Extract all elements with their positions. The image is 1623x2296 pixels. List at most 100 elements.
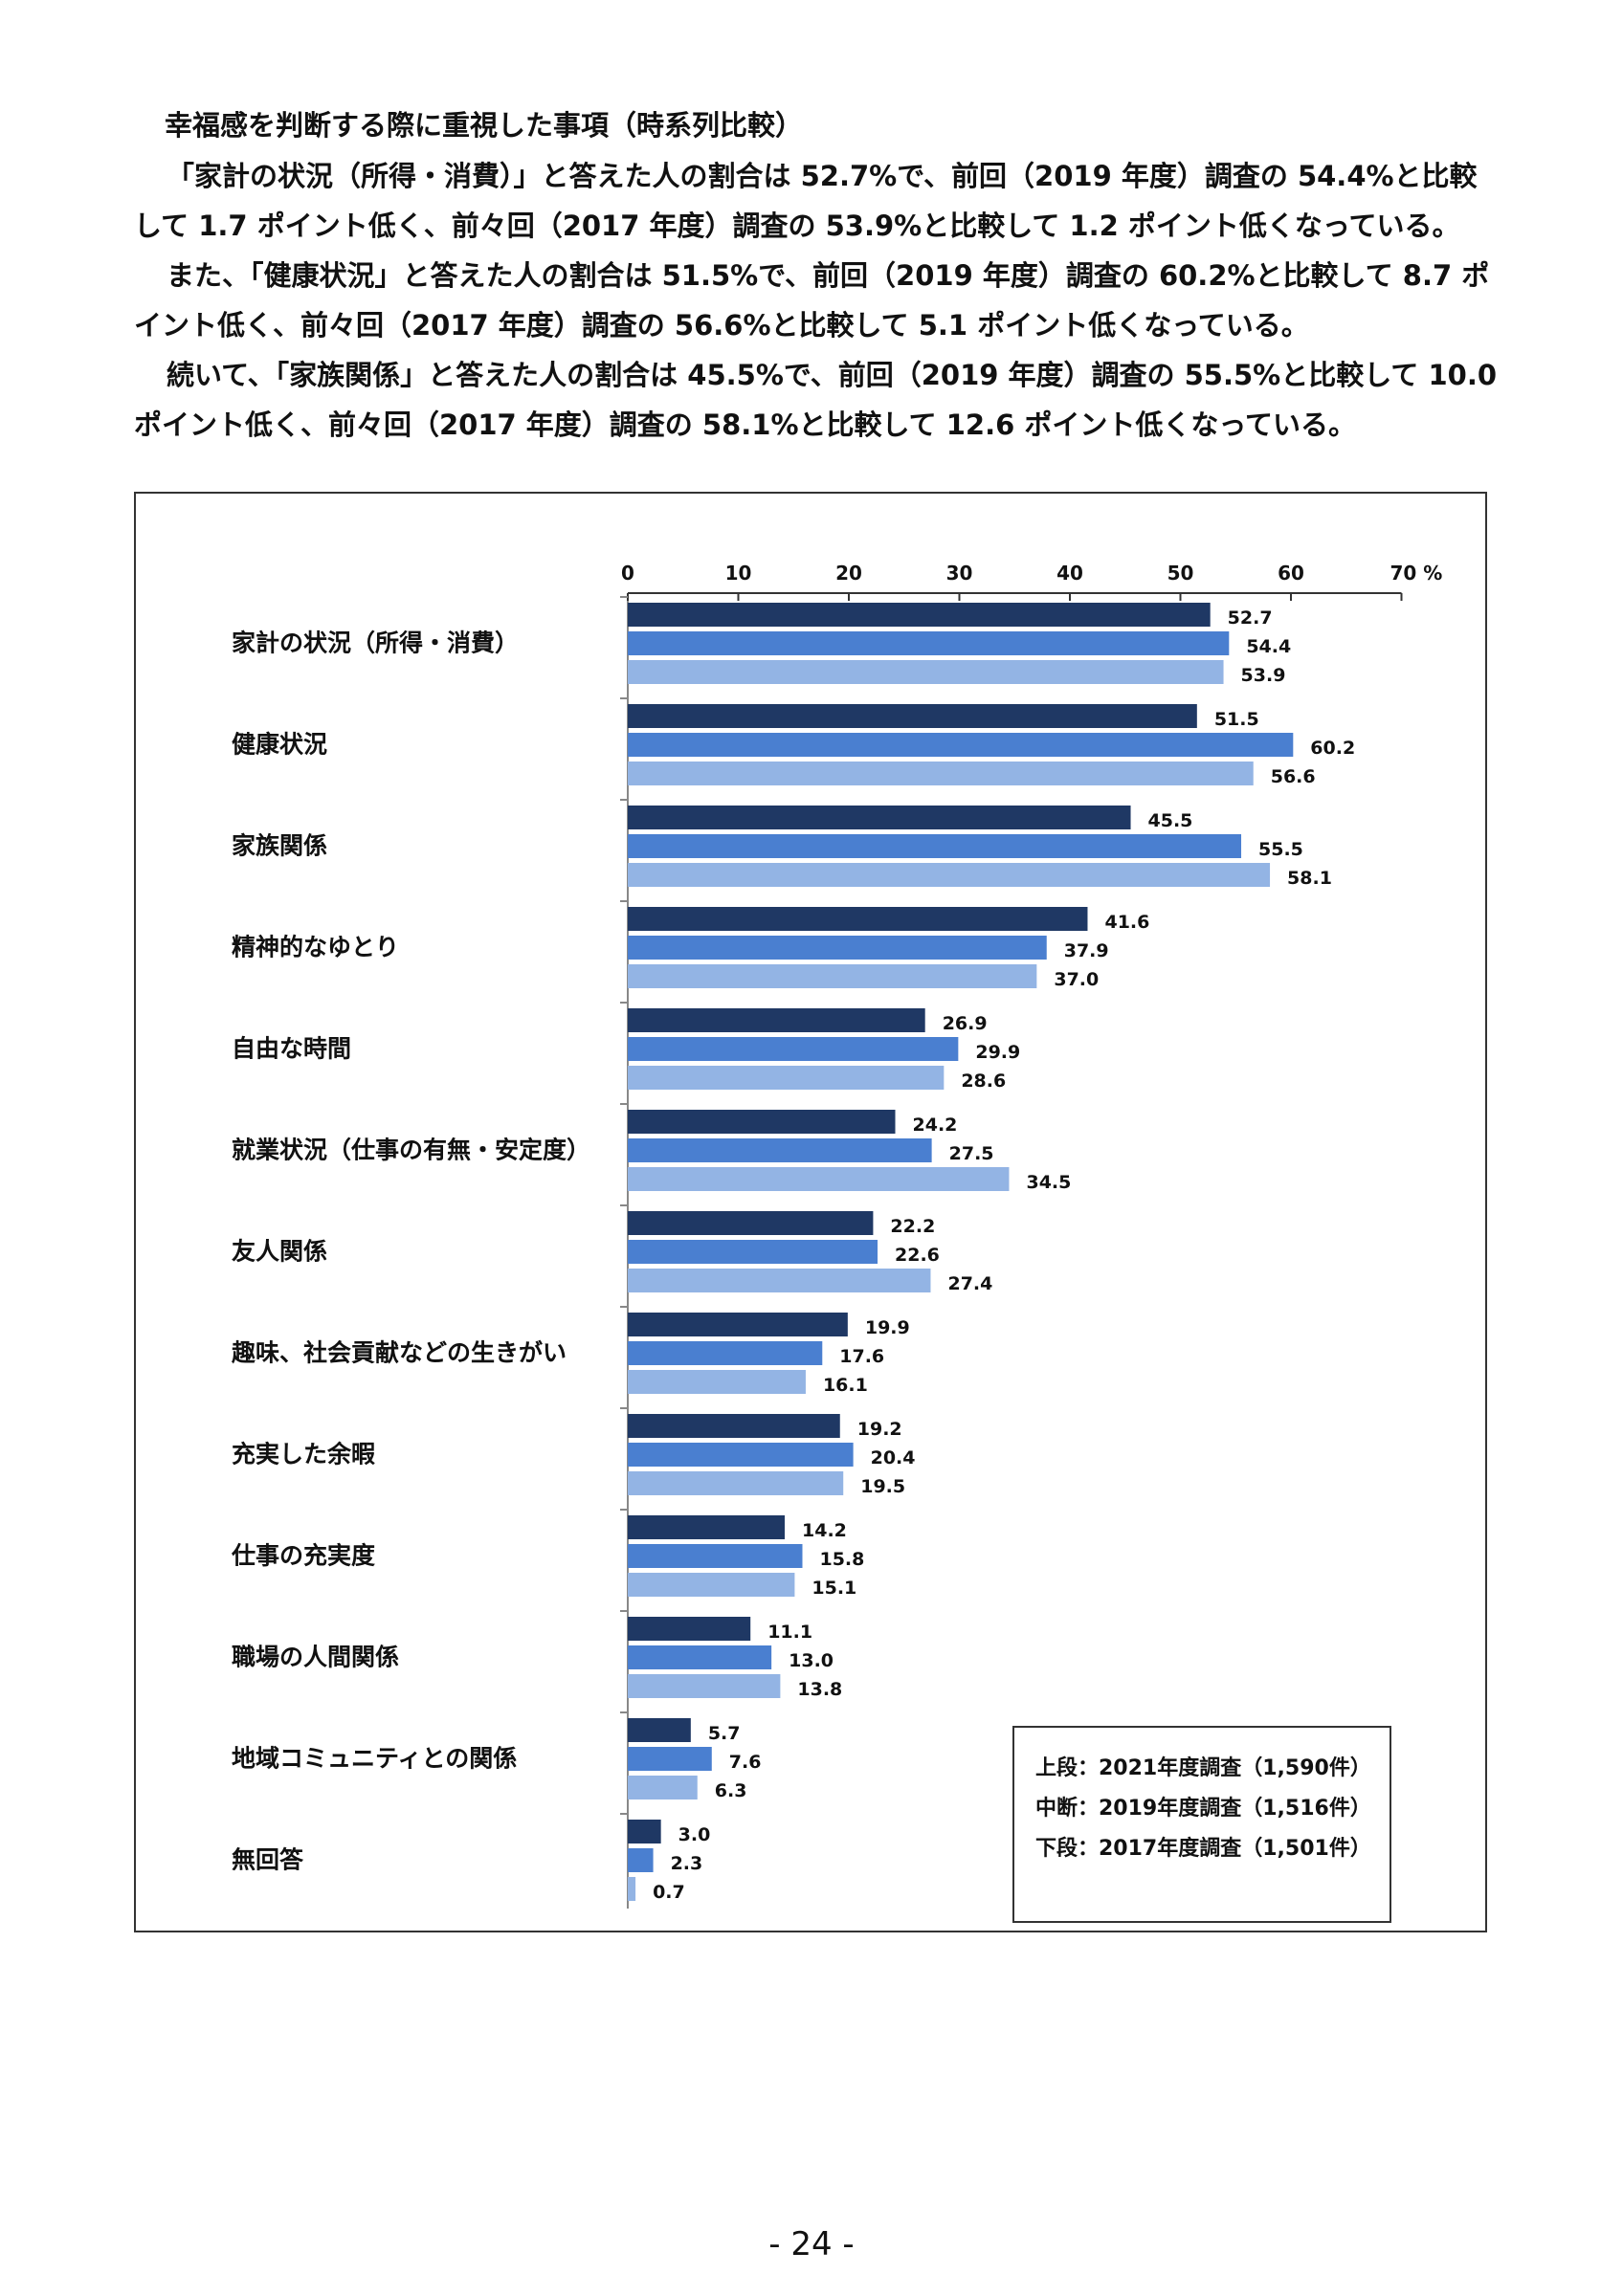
data-label: 27.4 [947,1273,992,1294]
bar [628,1370,806,1394]
category-label: 自由な時間 [232,1035,351,1063]
category-label: 充実した余暇 [232,1441,375,1468]
data-label: 58.1 [1287,868,1332,889]
bar [628,1211,874,1235]
data-label: 55.5 [1258,839,1303,860]
bar [628,806,1131,829]
data-label: 24.2 [913,1115,958,1136]
bar [628,1820,661,1843]
data-label: 0.7 [653,1882,685,1903]
bar [628,1471,844,1495]
x-tick-label: 60 [1278,562,1304,585]
page-number: - 24 - [768,2225,855,2263]
legend: 上段：2021年度調査（1,590件） 中断：2019年度調査（1,516件） … [1012,1726,1391,1923]
bar [628,1515,786,1539]
bar [628,1617,751,1641]
data-label: 13.0 [789,1650,834,1671]
legend-entry-2019: 中断：2019年度調査（1,516件） [1035,1797,1371,1821]
bar [628,1414,840,1438]
data-label: 56.6 [1271,766,1316,787]
data-label: 19.9 [865,1317,910,1338]
data-label: 16.1 [823,1375,868,1396]
data-label: 27.5 [949,1143,994,1164]
category-label: 趣味、社会貢献などの生きがい [231,1339,567,1367]
bar [628,1747,712,1771]
data-label: 20.4 [871,1447,916,1468]
bar [628,1544,803,1568]
bar [628,1674,781,1698]
bar [628,1313,848,1336]
data-label: 37.0 [1054,969,1099,990]
data-label: 45.5 [1148,810,1193,831]
data-label: 41.6 [1104,912,1149,933]
data-label: 34.5 [1026,1172,1071,1193]
category-label: 健康状況 [232,731,327,759]
paragraph-health: また、「健康状況」と答えた人の割合は 51.5%で、前回（2019 年度）調査の… [134,259,1490,342]
data-label: 14.2 [802,1520,847,1541]
bar [628,1776,698,1799]
bar [628,762,1254,785]
category-label: 仕事の充実度 [231,1542,375,1570]
data-label: 54.4 [1246,636,1291,657]
data-label: 52.7 [1228,607,1273,629]
category-label: 地域コミュニティとの関係 [232,1745,517,1773]
category-label: 職場の人間関係 [232,1644,399,1671]
category-label: 友人関係 [232,1238,327,1266]
data-label: 7.6 [729,1752,762,1773]
bar [628,1848,654,1872]
bar [628,1341,823,1365]
bar [628,834,1242,858]
paragraph-family: 続いて、「家族関係」と答えた人の割合は 45.5%で、前回（2019 年度）調査… [134,359,1498,441]
x-tick-label: 50 [1167,562,1194,585]
chart-frame: 0 10 20 30 40 50 60 70 % 家計の状況（所得・消費） 52.7 54.4 53.… [134,492,1487,1932]
x-tick-label: 40 [1056,562,1083,585]
bar [628,1573,795,1597]
category-label: 家計の状況（所得・消費） [232,629,519,657]
bar [628,863,1271,887]
bar [628,1645,772,1669]
data-label: 26.9 [943,1013,988,1034]
bar [628,1110,896,1134]
data-label: 11.1 [767,1622,812,1643]
data-label: 51.5 [1214,709,1259,730]
bar [628,964,1037,988]
bar [628,1718,691,1742]
data-label: 15.1 [812,1578,856,1599]
bar [628,631,1230,655]
category-label: 家族関係 [232,832,327,860]
data-label: 60.2 [1310,738,1355,759]
data-label: 3.0 [678,1824,711,1845]
category-label: 就業状況（仕事の有無・安定度） [232,1137,590,1164]
data-label: 5.7 [708,1723,741,1744]
bar-chart: 0 10 20 30 40 50 60 70 % 家計の状況（所得・消費） 52.7 54.4 53.… [231,562,1443,1909]
x-tick-label: 20 [835,562,862,585]
bar [628,733,1294,757]
category-label: 無回答 [232,1846,304,1874]
bar [628,1877,636,1901]
data-label: 17.6 [839,1346,884,1367]
bar [628,603,1211,627]
data-label: 29.9 [975,1042,1020,1063]
bar [628,1008,925,1032]
bar [628,704,1197,728]
bar [628,1138,932,1162]
data-label: 22.2 [890,1216,935,1237]
paragraph-household-finances: 「家計の状況（所得・消費）」と答えた人の割合は 52.7%で、前回（2019 年… [134,160,1478,242]
bar [628,1443,854,1467]
data-label: 22.6 [895,1245,940,1266]
x-tick-label: 10 [725,562,752,585]
data-label: 15.8 [819,1549,864,1570]
category-label: 精神的なゆとり [232,934,399,961]
bar [628,1037,959,1061]
data-label: 2.3 [671,1853,703,1874]
bar [628,907,1088,931]
data-label: 37.9 [1064,940,1109,961]
data-label: 28.6 [961,1071,1006,1092]
legend-entry-2021: 上段：2021年度調査（1,590件） [1035,1756,1371,1780]
bar [628,1167,1010,1191]
x-tick-label: 0 [621,562,634,585]
x-tick-label: 70 % [1390,562,1443,585]
bar [628,1066,945,1090]
bar [628,1269,931,1292]
data-label: 19.2 [857,1419,902,1440]
